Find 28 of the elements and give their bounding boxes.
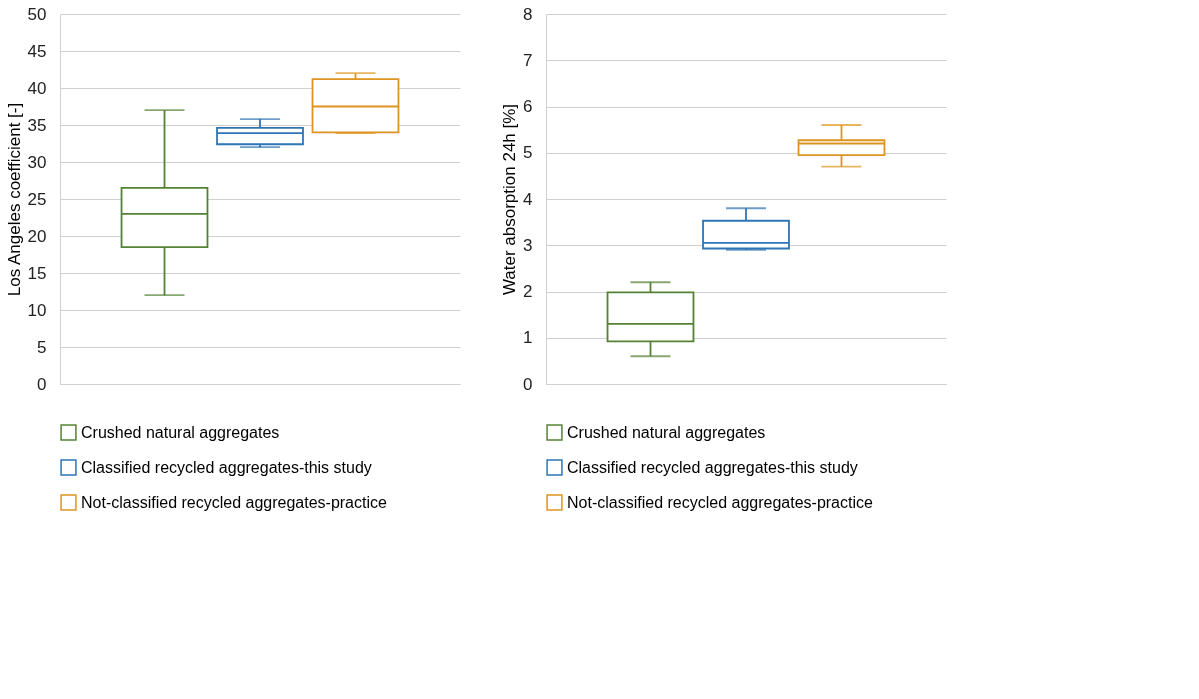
y-tick-label: 20	[27, 226, 47, 246]
y-tick-label: 0	[523, 374, 533, 394]
y-tick-label: 1	[523, 328, 533, 348]
y-axis-title: Los Angeles coefficient [-]	[4, 102, 24, 297]
y-tick-label: 3	[523, 235, 533, 255]
y-tick-label: 50	[27, 4, 47, 24]
y-axis-title: Water absorption 24h [%]	[500, 103, 520, 296]
y-tick-label: 40	[27, 78, 47, 98]
legend-label: Crushed natural aggregates	[567, 423, 766, 441]
legend-label: Classified recycled aggregates-this study	[81, 458, 372, 476]
y-tick-label: 4	[523, 189, 533, 209]
y-tick-label: 6	[523, 97, 533, 116]
legend-label: Not-classified recycled aggregates-practice	[567, 493, 874, 511]
legend-label: Not-classified recycled aggregates-practice	[81, 493, 388, 511]
y-tick-label: 45	[27, 41, 47, 61]
y-tick-label: 0	[37, 374, 47, 394]
y-tick-label: 15	[27, 263, 47, 283]
y-tick-label: 5	[37, 337, 47, 357]
y-tick-label: 8	[523, 4, 533, 24]
y-tick-label: 30	[27, 152, 47, 172]
y-tick-label: 35	[27, 115, 47, 135]
y-tick-label: 25	[27, 189, 47, 209]
legend-label: Classified recycled aggregates-this study	[567, 458, 858, 476]
y-tick-label: 2	[523, 282, 533, 301]
y-tick-label: 5	[523, 143, 533, 163]
y-tick-label: 7	[523, 50, 533, 70]
y-tick-label: 10	[27, 300, 47, 320]
legend-label: Crushed natural aggregates	[81, 423, 280, 441]
